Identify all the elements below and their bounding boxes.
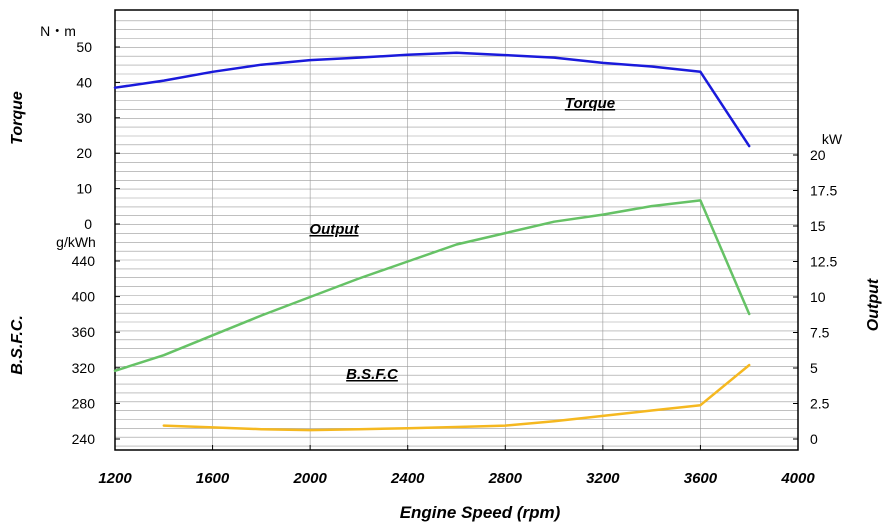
bsfc-series-line — [162, 363, 751, 432]
bsfc-tick-label: 240 — [72, 431, 96, 447]
torque-tick-label: 40 — [76, 74, 92, 90]
x-tick-label: 4000 — [780, 470, 815, 487]
output-tick-label: 7.5 — [810, 325, 830, 341]
x-tick-label: 3600 — [684, 470, 718, 487]
output-tick-label: 0 — [810, 431, 818, 447]
bsfc-axis-label: B.S.F.C. — [9, 315, 26, 375]
bsfc-tick-label: 320 — [72, 360, 96, 376]
x-axis-ticks: 1200 1600 2000 2400 2800 3200 3600 4000 — [98, 445, 815, 487]
bsfc-tick-label: 360 — [72, 324, 96, 340]
torque-annotation: Torque — [565, 95, 615, 112]
torque-axis-label: Torque — [9, 91, 26, 145]
output-series-line — [113, 199, 751, 373]
torque-tick-label: 50 — [76, 39, 92, 55]
torque-tick-label: 20 — [76, 145, 92, 161]
torque-series-line — [113, 51, 751, 148]
x-tick-label: 3200 — [586, 470, 620, 487]
x-tick-label: 2800 — [488, 470, 523, 487]
bsfc-tick-label: 400 — [72, 289, 96, 305]
output-tick-label: 15 — [810, 218, 826, 234]
output-annotation: Output — [309, 221, 359, 238]
bsfc-annotation: B.S.F.C — [346, 366, 399, 383]
x-tick-label: 1600 — [196, 470, 230, 487]
torque-tick-label: 0 — [84, 216, 92, 232]
output-axis-label: Output — [865, 278, 882, 331]
output-tick-label: 20 — [810, 147, 826, 163]
bsfc-unit: g/kWh — [56, 234, 96, 250]
x-tick-label: 1200 — [98, 470, 132, 487]
x-tick-label: 2400 — [390, 470, 425, 487]
x-tick-label: 2000 — [292, 470, 327, 487]
output-tick-label: 5 — [810, 360, 818, 376]
bsfc-tick-label: 280 — [72, 395, 96, 411]
torque-tick-label: 10 — [76, 181, 92, 197]
output-tick-label: 2.5 — [810, 396, 830, 412]
series-lines — [113, 51, 751, 432]
output-tick-label: 12.5 — [810, 254, 837, 270]
output-tick-label: 10 — [810, 289, 826, 305]
x-axis-label: Engine Speed (rpm) — [400, 503, 561, 522]
torque-unit: N・m — [40, 23, 76, 39]
bsfc-axis-ticks: 240 280 320 360 400 440 — [72, 253, 120, 447]
output-axis-ticks: 0 2.5 5 7.5 10 12.5 15 17.5 20 — [793, 147, 837, 447]
torque-tick-label: 30 — [76, 110, 92, 126]
torque-axis-ticks: 0 10 20 30 40 50 — [76, 39, 120, 232]
output-tick-label: 17.5 — [810, 183, 837, 199]
plot-frame — [114, 9, 799, 451]
grid — [115, 10, 798, 450]
bsfc-tick-label: 440 — [72, 253, 96, 269]
output-unit: kW — [822, 131, 843, 147]
